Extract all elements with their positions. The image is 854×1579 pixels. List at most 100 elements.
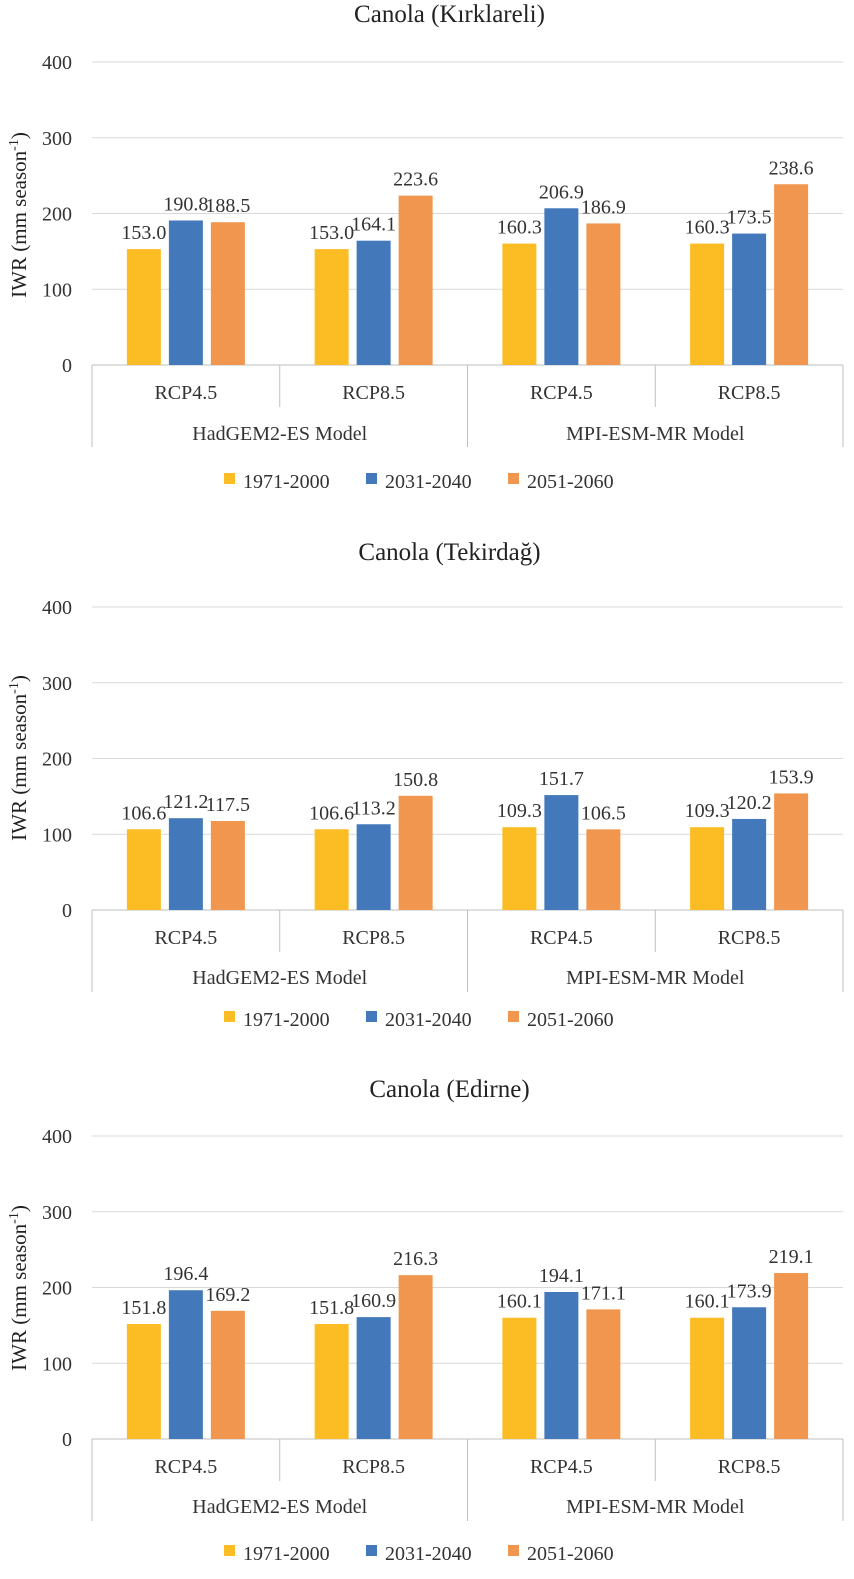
y-axis-label-close: )	[7, 132, 31, 139]
data-label: 160.9	[351, 1290, 396, 1312]
bar-2051-2060	[586, 829, 621, 910]
data-label: 188.5	[205, 195, 250, 217]
y-axis-label-main: IWR (mm season	[7, 150, 31, 297]
data-label: 160.3	[497, 217, 542, 239]
y-tick-label: 100	[42, 279, 72, 301]
data-label: 150.8	[393, 769, 438, 791]
data-label: 164.1	[351, 214, 396, 236]
category-label: RCP8.5	[718, 1456, 781, 1478]
y-tick-label: 400	[42, 597, 72, 619]
chart-3: Canola (Edirne) 0 100 200 300 400 IWR (mm seas…	[7, 1076, 844, 1565]
legend-swatch	[224, 1545, 235, 1556]
group-label: HadGEM2-ES Model	[192, 967, 367, 989]
group-label: MPI-ESM-MR Model	[566, 423, 745, 445]
bar-2031-2040	[356, 240, 391, 365]
data-label: 106.5	[581, 802, 626, 824]
bar-2051-2060	[774, 184, 809, 365]
category-label: RCP8.5	[342, 927, 405, 949]
data-label: 153.9	[769, 766, 814, 788]
y-axis-label-sup: -1	[7, 1212, 22, 1224]
bar-2031-2040	[732, 818, 767, 910]
data-label: 113.2	[351, 797, 395, 819]
bar-1971-2000	[314, 249, 349, 365]
y-tick-label: 300	[42, 128, 72, 150]
chart-title: Canola (Edirne)	[369, 1076, 529, 1103]
data-label: 151.7	[539, 768, 584, 790]
data-label: 194.1	[539, 1265, 584, 1287]
chart-title: Canola (Tekirdağ)	[358, 539, 540, 566]
data-label: 106.6	[309, 802, 354, 824]
legend-label: 2051-2060	[527, 471, 614, 493]
legend-swatch	[508, 1011, 519, 1022]
legend-label: 2051-2060	[527, 1543, 614, 1565]
bar-2031-2040	[356, 1317, 391, 1439]
data-label: 160.3	[685, 217, 730, 239]
bar-1971-2000	[690, 827, 725, 910]
category-label: RCP4.5	[530, 1456, 593, 1478]
bar-2031-2040	[544, 208, 579, 365]
bar-2031-2040	[168, 818, 203, 910]
data-label: 121.2	[163, 791, 208, 813]
bar-2031-2040	[168, 220, 203, 365]
legend-swatch	[224, 1011, 235, 1022]
legend-label: 2031-2040	[385, 1543, 472, 1565]
bar-2051-2060	[210, 820, 245, 910]
legend-swatch	[508, 473, 519, 484]
data-label: 186.9	[581, 196, 626, 218]
legend-swatch	[366, 1011, 377, 1022]
legend-label: 1971-2000	[243, 1543, 330, 1565]
y-axis-label: IWR (mm season-1)	[7, 675, 31, 841]
bar-2051-2060	[586, 223, 621, 365]
bar-2031-2040	[168, 1290, 203, 1439]
bar-2031-2040	[732, 1307, 767, 1439]
bar-2051-2060	[398, 195, 433, 365]
y-axis-label-close: )	[7, 675, 31, 682]
bar-1971-2000	[314, 1324, 349, 1439]
category-label: RCP8.5	[718, 927, 781, 949]
y-tick-label: 100	[42, 1353, 72, 1375]
y-tick-label: 100	[42, 824, 72, 846]
bar-2031-2040	[732, 233, 767, 365]
legend-label: 1971-2000	[243, 471, 330, 493]
data-label: 190.8	[163, 193, 208, 215]
data-label: 173.9	[727, 1280, 772, 1302]
y-tick-label: 200	[42, 749, 72, 771]
legend-label: 2051-2060	[527, 1009, 614, 1031]
data-label: 206.9	[539, 181, 584, 203]
bar-2031-2040	[356, 824, 391, 910]
y-tick-label: 0	[62, 1429, 72, 1451]
data-label: 153.0	[309, 222, 354, 244]
category-label: RCP4.5	[154, 1456, 217, 1478]
bar-2051-2060	[398, 795, 433, 910]
legend-label: 2031-2040	[385, 471, 472, 493]
chart-title: Canola (Kırklareli)	[354, 1, 545, 28]
y-axis-label-sup: -1	[7, 139, 22, 151]
data-label: 117.5	[206, 794, 250, 816]
y-tick-label: 0	[62, 900, 72, 922]
data-label: 160.1	[497, 1291, 542, 1313]
legend-label: 1971-2000	[243, 1009, 330, 1031]
bar-1971-2000	[502, 243, 537, 365]
bar-1971-2000	[690, 243, 725, 365]
bar-1971-2000	[690, 1317, 725, 1439]
data-label: 219.1	[769, 1246, 814, 1268]
y-axis-label-main: IWR (mm season	[7, 1223, 31, 1370]
data-label: 109.3	[497, 800, 542, 822]
legend-swatch	[366, 473, 377, 484]
bar-2031-2040	[544, 795, 579, 910]
bar-2051-2060	[398, 1275, 433, 1439]
data-label: 173.5	[727, 207, 772, 229]
category-label: RCP4.5	[530, 927, 593, 949]
bar-1971-2000	[126, 829, 161, 910]
y-axis-label: IWR (mm season-1)	[7, 132, 31, 298]
data-label: 169.2	[205, 1284, 250, 1306]
bar-1971-2000	[502, 1317, 537, 1439]
y-axis-label-sup: -1	[7, 682, 22, 694]
data-label: 120.2	[727, 792, 772, 814]
y-tick-label: 300	[42, 673, 72, 695]
legend-swatch	[366, 1545, 377, 1556]
bar-2051-2060	[210, 222, 245, 365]
data-label: 109.3	[685, 800, 730, 822]
y-tick-label: 400	[42, 1126, 72, 1148]
y-tick-label: 0	[62, 355, 72, 377]
